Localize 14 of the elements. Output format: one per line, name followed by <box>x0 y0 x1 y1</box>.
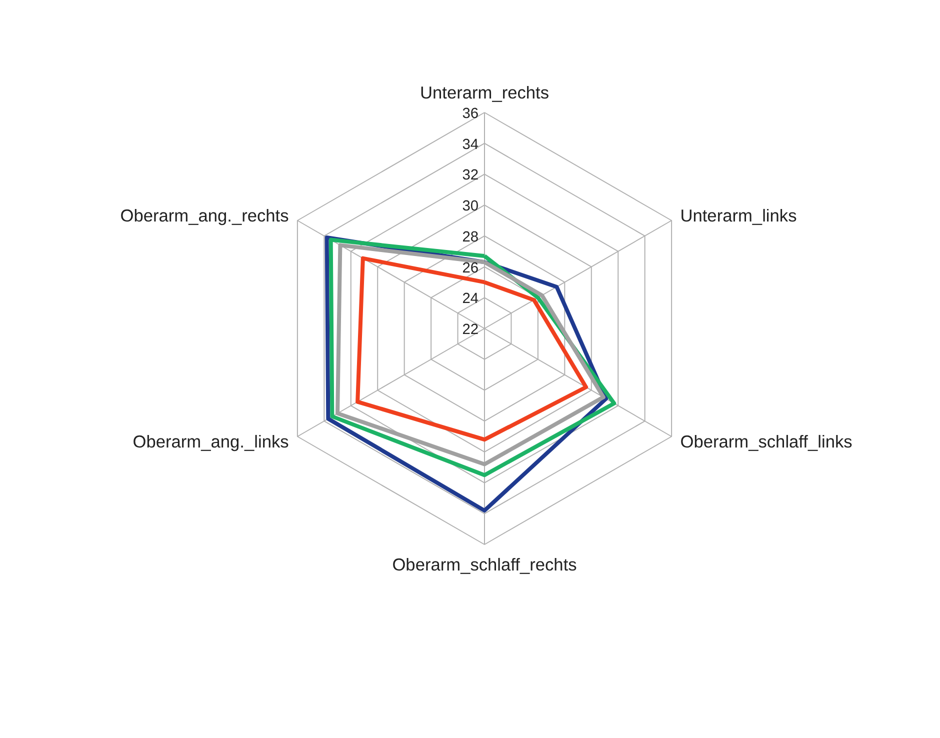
y-tick-label: 24 <box>462 291 479 308</box>
y-tick-label: 36 <box>462 106 479 122</box>
y-tick-label: 30 <box>462 198 479 215</box>
spoke-label: Oberarm_ang._rechts <box>120 206 290 226</box>
y-tick-label: 26 <box>462 260 479 276</box>
y-tick-label: 32 <box>462 168 479 184</box>
spoke-label: Unterarm_links <box>680 206 798 226</box>
y-tick-label: 34 <box>462 136 479 153</box>
spoke-label: Unterarm_rechts <box>420 82 550 102</box>
y-tick-label: 28 <box>462 229 479 246</box>
spoke-label: Oberarm_schlaff_links <box>680 432 853 452</box>
spoke-label: Oberarm_schlaff_rechts <box>392 554 578 574</box>
y-tick-label: 22 <box>462 322 479 338</box>
spoke-label: Oberarm_ang._links <box>132 432 290 452</box>
